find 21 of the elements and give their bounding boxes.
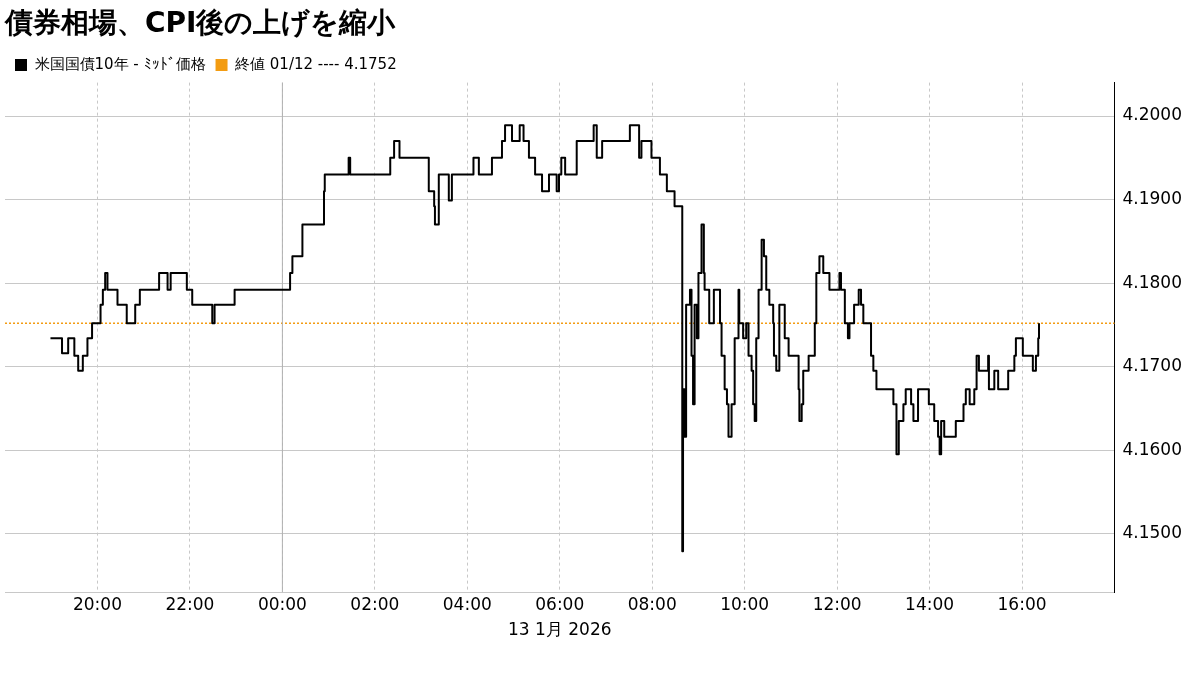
x-tick-label: 10:00: [720, 593, 770, 614]
y-tick-label: 4.1600: [1122, 438, 1182, 459]
x-tick-label: 14:00: [905, 593, 955, 614]
legend-label: 米国国債10年 - ﾐｯﾄﾞ価格: [34, 54, 206, 73]
legend-label: 終値 01/12 ---- 4.1752: [234, 54, 397, 73]
x-tick-label: 22:00: [165, 593, 215, 614]
x-tick-label: 12:00: [812, 593, 862, 614]
x-tick-label: 08:00: [627, 593, 677, 614]
chart-title: 債券相場、CPI後の上げを縮小: [4, 6, 397, 40]
x-tick-label: 20:00: [72, 593, 122, 614]
x-axis-title: 13 1月 2026: [507, 619, 612, 640]
x-tick-label: 04:00: [442, 593, 492, 614]
y-tick-label: 4.1700: [1122, 355, 1182, 376]
x-tick-label: 16:00: [997, 593, 1047, 614]
y-tick-label: 4.1900: [1122, 187, 1182, 208]
x-tick-label: 06:00: [535, 593, 585, 614]
y-tick-label: 4.1500: [1122, 522, 1182, 543]
x-tick-label: 02:00: [350, 593, 400, 614]
y-tick-label: 4.1800: [1122, 271, 1182, 292]
x-tick-label: 00:00: [257, 593, 307, 614]
y-tick-label: 4.2000: [1122, 104, 1182, 125]
